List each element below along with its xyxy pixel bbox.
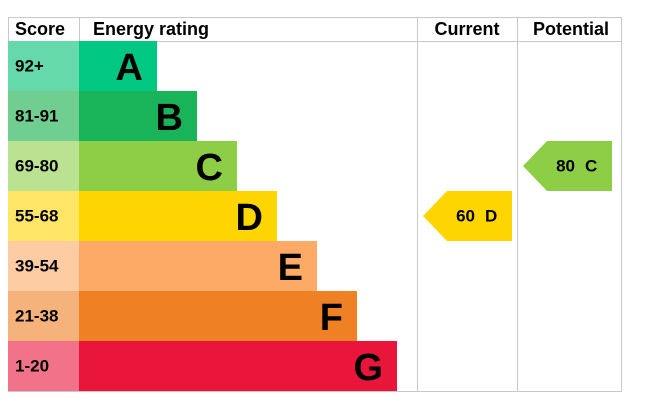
rating-bar <box>79 141 237 191</box>
header-potential: Potential <box>533 19 609 39</box>
rating-bar <box>79 241 317 291</box>
rating-letter: D <box>236 197 263 239</box>
score-label: 55-68 <box>15 207 58 226</box>
rating-bar <box>79 91 197 141</box>
rating-letter: E <box>278 247 303 289</box>
rating-bar <box>79 341 397 391</box>
header-rating: Energy rating <box>93 19 209 39</box>
score-cell <box>8 141 79 191</box>
header-current: Current <box>434 19 499 39</box>
rating-bar <box>79 291 357 341</box>
header-score: Score <box>15 19 65 39</box>
score-cell <box>8 341 79 391</box>
rating-bar <box>79 191 277 241</box>
current-value: 60 <box>456 207 475 226</box>
score-cell <box>8 191 79 241</box>
score-label: 81-91 <box>15 107 58 126</box>
rating-letter: F <box>320 297 343 339</box>
score-label: 92+ <box>15 57 44 76</box>
score-label: 69-80 <box>15 157 58 176</box>
rating-bar <box>79 41 157 91</box>
rating-letter: G <box>353 347 383 389</box>
score-label: 1-20 <box>15 357 49 376</box>
score-cell <box>8 91 79 141</box>
score-cell <box>8 241 79 291</box>
potential-arrow <box>523 141 612 191</box>
current-rating: D <box>485 207 497 226</box>
score-cell <box>8 41 79 91</box>
rating-letter: A <box>116 47 143 89</box>
score-label: 39-54 <box>15 257 59 276</box>
rating-letter: B <box>156 97 183 139</box>
rating-letter: C <box>196 147 223 189</box>
score-label: 21-38 <box>15 307 58 326</box>
score-cell <box>8 291 79 341</box>
current-arrow <box>423 191 512 241</box>
potential-rating: C <box>585 157 597 176</box>
potential-value: 80 <box>556 157 575 176</box>
